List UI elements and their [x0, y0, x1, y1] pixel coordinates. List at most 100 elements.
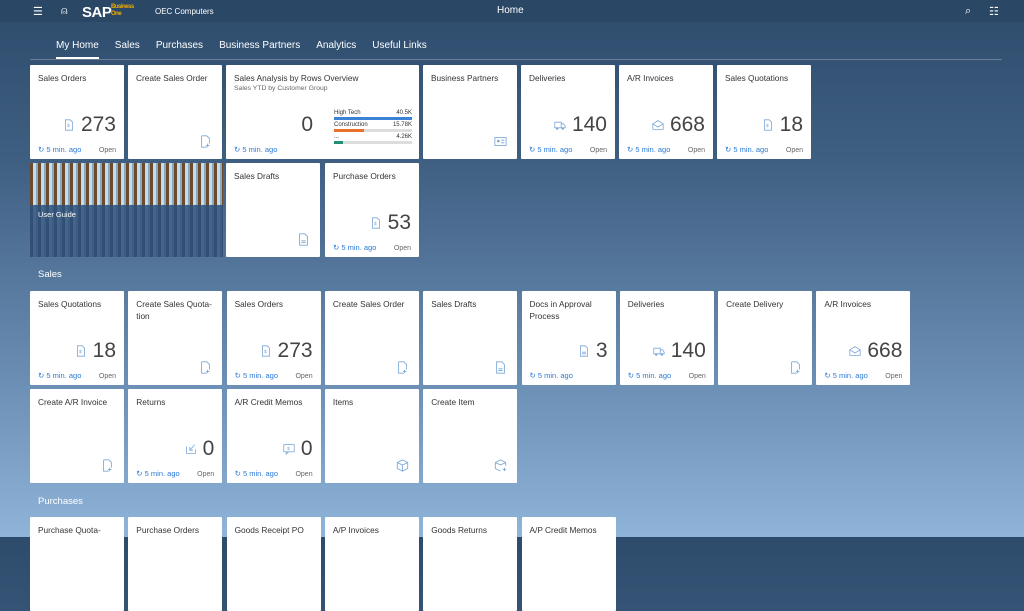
guide-overlay [30, 205, 223, 257]
tile-sales-orders[interactable]: Sales Orders $273 ↻ 5 min. ago Open [226, 291, 321, 385]
tile-title: Create Item [431, 397, 475, 407]
tile-sales-drafts[interactable]: Sales Drafts [423, 291, 518, 385]
refresh-status: ↻ 5 min. ago [234, 469, 278, 478]
tile-a-r-invoices[interactable]: A/R Invoices 668 ↻ 5 min. ago Open [619, 65, 713, 159]
tile-icon-wrap [494, 135, 507, 149]
tile-value: $273 [260, 339, 313, 363]
tile-value: 668 [849, 339, 902, 363]
tile-user-guide[interactable]: User Guide [30, 163, 223, 257]
tile-sales-analysis[interactable]: Sales Analysis by Rows Overview Sales YT… [226, 65, 419, 159]
refresh-status: ↻ 5 min. ago [333, 243, 377, 252]
tab-useful-links[interactable]: Useful Links [372, 40, 427, 51]
tile-sales-orders[interactable]: Sales Orders $273 ↻ 5 min. ago Open [30, 65, 124, 159]
tile-title: Goods Receipt PO [234, 525, 304, 535]
tile-title: Docs in Approval Process [529, 299, 592, 321]
tile-a-p-invoices[interactable]: A/P Invoices [324, 517, 419, 611]
tile-count: 18 [779, 113, 803, 136]
menu-icon[interactable]: ☰ [33, 6, 43, 18]
document-dollar-icon: $ [763, 119, 772, 131]
tab-analytics[interactable]: Analytics [316, 40, 357, 51]
tile-title: Purchase Quota- [38, 525, 101, 535]
tile-goods-receipt-po[interactable]: Goods Receipt PO [226, 517, 321, 611]
refresh-status: ↻ 5 min. ago [627, 145, 671, 154]
tile-value: 0 [185, 437, 215, 461]
tile-title: A/R Credit Memos [234, 397, 303, 407]
bar-item: High Tech 40.5K [334, 110, 412, 120]
tile-count: 0 [202, 437, 215, 460]
tab-sales[interactable]: Sales [114, 40, 140, 51]
tile-business-partners[interactable]: Business Partners [423, 65, 517, 159]
refresh-status: ↻ 5 min. ago [136, 469, 180, 478]
bar-track [334, 141, 412, 144]
tile-create-sales-order[interactable]: Create Sales Order [128, 65, 222, 159]
tile-deliveries[interactable]: Deliveries 140 ↻ 5 min. ago Open [521, 65, 615, 159]
tile-deliveries[interactable]: Deliveries 140 ↻ 5 min. ago Open [619, 291, 714, 385]
tab-my-home[interactable]: My Home [56, 40, 99, 59]
tile-purchase-orders[interactable]: Purchase Orders [128, 517, 223, 611]
tile-sales-quotations[interactable]: Sales Quotations $18 ↻ 5 min. ago Open [30, 291, 124, 385]
tile-items[interactable]: Items [324, 389, 419, 483]
notifications-icon[interactable]: ☷ [989, 6, 999, 18]
tile-create-delivery[interactable]: Create Delivery [718, 291, 813, 385]
tile-purchase-orders[interactable]: Purchase Orders $53 ↻ 5 min. ago Open [325, 163, 419, 257]
status-label: Open [295, 471, 313, 478]
tile-returns[interactable]: Returns 0 ↻ 5 min. ago Open [128, 389, 223, 483]
tile-create-a-r-invoice[interactable]: Create A/R Invoice [30, 389, 124, 483]
refresh-status: ↻ 5 min. ago [38, 371, 82, 380]
tile-icon-wrap [199, 135, 212, 149]
tile-count: 53 [387, 211, 411, 234]
svg-text:$: $ [287, 446, 290, 452]
tile-title: Goods Returns [431, 525, 487, 535]
tile-create-sales-quota-tion[interactable]: Create Sales Quota-tion [128, 291, 223, 385]
tile-title: Create Delivery [726, 299, 784, 309]
tile-title: A/R Invoices [824, 299, 871, 309]
tile-icon-wrap [494, 361, 507, 375]
tile-icon-wrap [396, 459, 409, 473]
tile-a-r-invoices[interactable]: A/R Invoices 668 ↻ 5 min. ago Open [816, 291, 911, 385]
tile-goods-returns[interactable]: Goods Returns [423, 517, 518, 611]
tile-title: Sales Quotations [725, 73, 789, 83]
tile-purchase-quota-[interactable]: Purchase Quota- [30, 517, 124, 611]
tile-a-p-credit-memos[interactable]: A/P Credit Memos [521, 517, 616, 611]
tile-a-r-credit-memos[interactable]: A/R Credit Memos $0 ↻ 5 min. ago Open [226, 389, 321, 483]
refresh-status: ↻ 5 min. ago [234, 145, 278, 154]
status-label: Open [295, 373, 313, 380]
tile-create-item[interactable]: Create Item [423, 389, 518, 483]
tile-sales-drafts[interactable]: Sales Drafts [226, 163, 320, 257]
tile-create-sales-order[interactable]: Create Sales Order [324, 291, 419, 385]
document-dollar-icon: $ [261, 345, 270, 357]
contact-card-icon [494, 137, 507, 146]
svg-text:$: $ [79, 349, 82, 355]
tile-title: A/P Invoices [332, 525, 379, 535]
refresh-time: 5 min. ago [144, 469, 180, 478]
tile-value: $18 [762, 113, 803, 137]
tile-sales-quotations[interactable]: Sales Quotations $18 ↻ 5 min. ago Open [717, 65, 811, 159]
tile-title: Create Sales Order [332, 299, 405, 309]
bar-fill [334, 141, 343, 144]
svg-text:$: $ [67, 123, 70, 129]
refresh-time: 5 min. ago [636, 371, 672, 380]
tile-title: Purchase Orders [333, 171, 396, 181]
tile-count: 18 [92, 339, 116, 362]
sap-logo[interactable]: SAP Business One [82, 4, 134, 21]
tile-docs-in-approval-process[interactable]: Docs in Approval Process 3 ↻ 5 min. ago [521, 291, 616, 385]
tile-title: Items [332, 397, 354, 407]
tile-value: 668 [652, 113, 705, 137]
tab-purchases[interactable]: Purchases [155, 40, 204, 51]
tile-title: Create A/R Invoice [38, 397, 108, 407]
refresh-time: 5 min. ago [242, 371, 278, 380]
refresh-status: ↻ 5 min. ago [529, 145, 573, 154]
tile-count: 668 [867, 339, 903, 362]
bar-fill [334, 129, 365, 132]
user-icon[interactable]: ⍝ [61, 5, 68, 17]
bar-label: Construction [334, 122, 368, 128]
tile-count: 668 [669, 113, 705, 136]
tile-value: 3 [578, 339, 608, 363]
refresh-time: 5 min. ago [242, 469, 278, 478]
tab-business-partners[interactable]: Business Partners [219, 40, 301, 51]
bar-chart: High Tech 40.5K Construction 15.78K... 4.26K [334, 108, 412, 144]
refresh-status: ↻ 5 min. ago [824, 371, 868, 380]
document-icon [496, 361, 506, 374]
tile-value: $53 [370, 211, 411, 235]
search-icon[interactable]: ⌕ [965, 5, 972, 17]
